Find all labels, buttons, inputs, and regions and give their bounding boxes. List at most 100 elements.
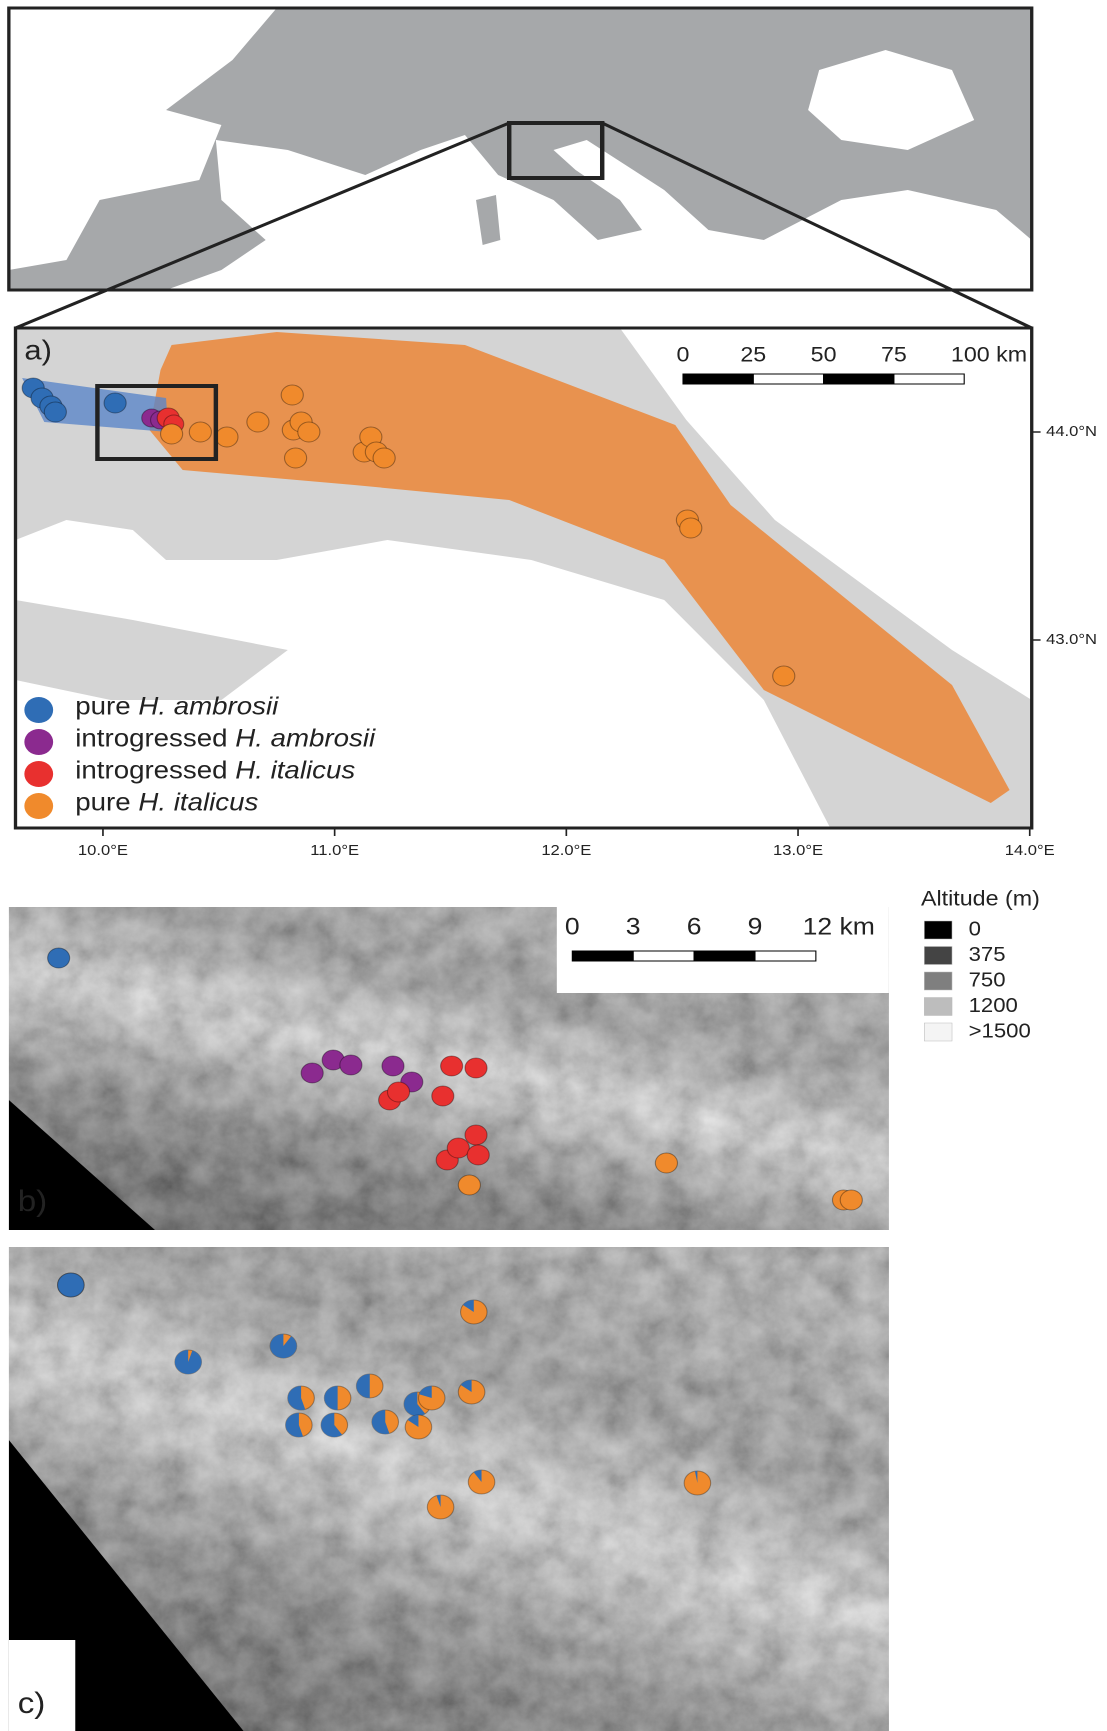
scale-segment <box>694 951 755 961</box>
point <box>432 1086 454 1106</box>
scale-label: 12 km <box>803 913 875 940</box>
point <box>840 1190 862 1210</box>
pie <box>405 1415 432 1439</box>
legend-marker <box>24 761 53 787</box>
point <box>298 422 320 442</box>
point <box>465 1058 487 1078</box>
scale-segment <box>633 951 694 961</box>
scale-label: 50 <box>811 343 837 367</box>
legend-label: pure H. ambrosii <box>75 692 279 720</box>
legend-title: Altitude (m) <box>921 887 1040 911</box>
point <box>48 948 70 968</box>
point <box>467 1145 489 1165</box>
legend-marker <box>24 697 53 723</box>
longitude-label: 11.0°E <box>310 843 359 859</box>
pie <box>372 1410 399 1434</box>
legend-marker <box>24 793 53 819</box>
latitude-labels: 44.0°N 43.0°N <box>1032 424 1097 648</box>
scale-label: 9 <box>748 913 763 940</box>
point <box>340 1055 362 1075</box>
point <box>773 666 795 686</box>
pie <box>58 1273 85 1297</box>
latitude-label: 43.0°N <box>1046 632 1097 648</box>
scale-segment <box>753 374 823 384</box>
page: a) 0 25 50 75 100 km pure H. ambrosii introgre… <box>0 0 1107 1731</box>
scale-segment <box>824 374 894 384</box>
altitude-label: 375 <box>969 944 1006 966</box>
pie <box>427 1495 454 1519</box>
point <box>44 402 66 422</box>
altitude-swatch <box>924 972 952 990</box>
panel-b: b) 0 3 6 9 12 km <box>9 907 889 1230</box>
pie <box>684 1471 711 1495</box>
scale-label: 75 <box>881 343 907 367</box>
legend-marker <box>24 729 53 755</box>
point <box>247 412 269 432</box>
panel-label: b) <box>18 1183 48 1217</box>
pie-blue <box>58 1273 85 1297</box>
latitude-label: 44.0°N <box>1046 424 1097 440</box>
point <box>161 424 183 444</box>
longitude-label: 10.0°E <box>78 843 128 859</box>
altitude-swatch <box>924 998 952 1016</box>
altitude-swatch <box>924 1023 952 1041</box>
panel-label: c) <box>18 1685 46 1719</box>
scale-label: 25 <box>740 343 766 367</box>
pie <box>461 1300 488 1324</box>
legend-species: H. italicus <box>235 756 355 784</box>
pie <box>321 1413 348 1437</box>
point <box>465 1125 487 1145</box>
legend-prefix: introgressed <box>75 756 227 784</box>
point <box>104 393 126 413</box>
longitude-label: 14.0°E <box>1005 843 1055 859</box>
point <box>387 1082 409 1102</box>
altitude-label: 1200 <box>969 995 1018 1017</box>
legend-label: pure H. italicus <box>75 788 258 816</box>
point <box>301 1063 323 1083</box>
pie <box>468 1470 495 1494</box>
altitude-label: >1500 <box>969 1020 1031 1042</box>
legend-prefix: introgressed <box>75 724 227 752</box>
longitude-label: 13.0°E <box>773 843 823 859</box>
longitude-labels: 10.0°E 11.0°E 12.0°E 13.0°E 14.0°E <box>78 828 1055 859</box>
point <box>680 518 702 538</box>
panel-a: a) 0 25 50 75 100 km pure H. ambrosii introgre… <box>15 328 1097 859</box>
scale-label: 6 <box>687 913 702 940</box>
pie <box>175 1350 202 1374</box>
scale-label: 3 <box>626 913 641 940</box>
figure: a) 0 25 50 75 100 km pure H. ambrosii introgre… <box>0 0 1107 1731</box>
point <box>373 448 395 468</box>
pie <box>356 1374 383 1398</box>
altitude-label: 0 <box>969 918 981 940</box>
scale-label: 0 <box>677 343 690 367</box>
panel-label: a) <box>24 335 52 366</box>
pie <box>418 1386 445 1410</box>
legend-species: H. ambrosii <box>138 692 279 720</box>
pie <box>288 1386 315 1410</box>
point <box>216 427 238 447</box>
legend-prefix: pure <box>75 692 130 720</box>
altitude-swatch <box>924 921 952 939</box>
legend-species: H. ambrosii <box>235 724 376 752</box>
altitude-legend: Altitude (m) 0 375 750 1200 >1500 <box>921 887 1040 1042</box>
pie <box>270 1334 297 1358</box>
point <box>447 1138 469 1158</box>
point <box>281 385 303 405</box>
legend-species: H. italicus <box>138 788 258 816</box>
scale-segment <box>572 951 633 961</box>
altitude-swatch <box>924 947 952 965</box>
altitude-label: 750 <box>969 969 1006 991</box>
scale-label: 100 km <box>951 343 1027 367</box>
pie <box>286 1413 313 1437</box>
point <box>189 422 211 442</box>
point <box>655 1153 677 1173</box>
legend-prefix: pure <box>75 788 130 816</box>
point <box>441 1056 463 1076</box>
longitude-label: 12.0°E <box>541 843 591 859</box>
point <box>458 1175 480 1195</box>
scale-segment <box>683 374 753 384</box>
pie <box>324 1386 351 1410</box>
scale-label: 0 <box>565 913 580 940</box>
scale-segment <box>755 951 816 961</box>
overview-map <box>9 8 1032 328</box>
